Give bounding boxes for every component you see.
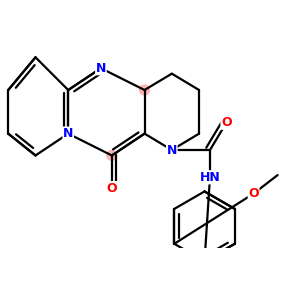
Text: HN: HN <box>200 171 220 184</box>
Text: N: N <box>63 127 74 140</box>
Text: O: O <box>221 116 232 129</box>
Text: N: N <box>96 62 106 75</box>
Text: O: O <box>248 187 259 200</box>
Circle shape <box>140 85 149 95</box>
Circle shape <box>107 151 117 160</box>
Text: O: O <box>106 182 117 195</box>
Text: N: N <box>167 143 177 157</box>
